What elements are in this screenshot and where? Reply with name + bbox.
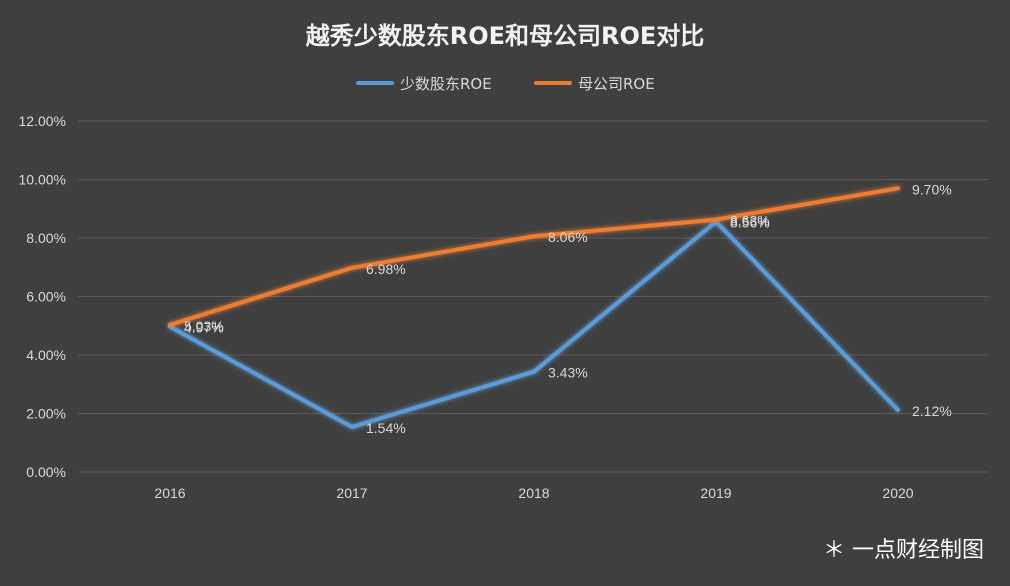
data-label: 9.70%	[912, 181, 952, 197]
data-label: 1.54%	[366, 420, 406, 436]
credit-note: ＊ 一点财经制图	[823, 538, 984, 563]
data-label: 8.06%	[548, 229, 588, 245]
series-line-2	[168, 186, 900, 327]
data-label: 5.03%	[184, 318, 224, 334]
data-label: 8.63%	[730, 213, 770, 229]
y-tick-label: 0.00%	[26, 464, 66, 480]
x-tick-label: 2017	[336, 485, 367, 501]
y-tick-label: 8.00%	[26, 230, 66, 246]
x-axis-ticks: 2016 2017 2018 2019 2020	[154, 485, 913, 501]
x-tick-label: 2019	[700, 485, 731, 501]
y-tick-label: 4.00%	[26, 347, 66, 363]
series-lines	[168, 186, 900, 429]
data-label: 2.12%	[912, 403, 952, 419]
data-label: 8.56%	[730, 215, 770, 231]
y-tick-label: 12.00%	[19, 113, 66, 129]
chart-title: 越秀少数股东ROE和母公司ROE对比	[306, 22, 705, 50]
data-labels: 4.97% 1.54% 3.43% 8.56% 2.12% 5.03% 6.98% 8.06%…	[184, 181, 952, 436]
x-tick-label: 2016	[154, 485, 185, 501]
y-tick-label: 10.00%	[19, 172, 66, 188]
legend: 少数股东ROE 母公司ROE	[356, 75, 655, 93]
data-label: 4.97%	[184, 320, 224, 336]
legend-label: 少数股东ROE	[400, 75, 492, 93]
data-label: 6.98%	[366, 261, 406, 277]
y-tick-label: 2.00%	[26, 406, 66, 422]
y-tick-label: 6.00%	[26, 289, 66, 305]
y-axis-ticks: 0.00% 2.00% 4.00% 6.00% 8.00% 10.00% 12.00%	[19, 113, 66, 480]
x-tick-label: 2018	[518, 485, 549, 501]
x-tick-label: 2020	[882, 485, 913, 501]
series-line-1	[168, 219, 900, 429]
data-label: 3.43%	[548, 365, 588, 381]
legend-label: 母公司ROE	[578, 75, 655, 93]
